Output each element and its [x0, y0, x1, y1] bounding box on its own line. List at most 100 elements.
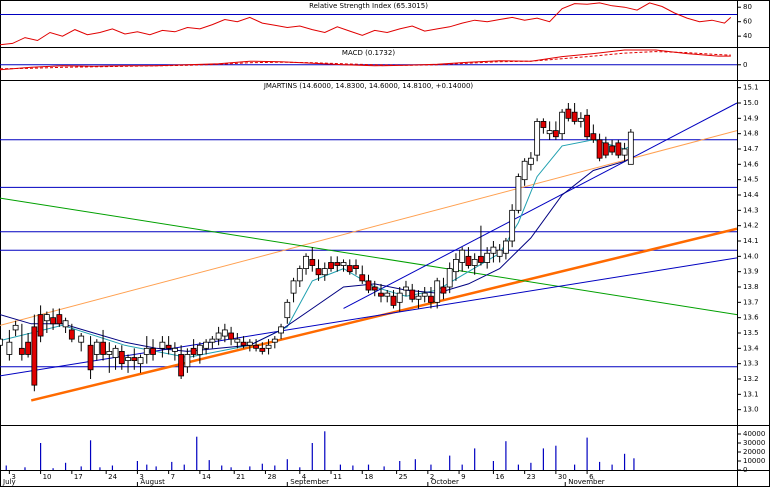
candle-down: [478, 255, 484, 263]
price-ytick-label: 14.8: [743, 130, 759, 138]
candle-down: [259, 347, 266, 352]
candle-up: [0, 338, 3, 346]
x-tick-label: 3: [139, 473, 143, 481]
candle-up: [577, 117, 584, 122]
candle-down: [309, 258, 316, 266]
candle-up: [137, 357, 144, 365]
candle-up: [209, 338, 216, 343]
candle-up: [78, 335, 85, 343]
candle-down: [440, 286, 447, 294]
candle-up: [559, 111, 566, 135]
candle-down: [50, 317, 56, 325]
candle-down: [571, 111, 578, 122]
candle-up: [403, 286, 409, 291]
x-tick-label: 14: [202, 473, 211, 481]
candle-down: [552, 130, 559, 138]
price-ytick-label: 14.0: [743, 252, 759, 260]
candle-up: [296, 268, 303, 282]
moving-average-line: [0, 157, 632, 352]
candle-down: [31, 326, 38, 386]
candle-up: [203, 341, 210, 349]
candle-up: [340, 262, 347, 266]
candle-up: [290, 280, 297, 294]
rsi-line: [0, 2, 732, 46]
x-tick-label: 4: [302, 473, 307, 481]
price-ytick-label: 13.2: [743, 375, 759, 383]
trendline: [343, 102, 737, 309]
candle-up: [246, 341, 253, 346]
candle-down: [409, 289, 416, 300]
price-ytick-label: 14.2: [743, 222, 759, 230]
candle-down: [334, 262, 341, 266]
candle-down: [150, 347, 156, 355]
x-tick-label: 18: [364, 473, 373, 481]
candle-up: [143, 347, 150, 355]
macd-title: MACD (0.1732): [342, 49, 395, 57]
price-ytick-label: 13.4: [743, 344, 759, 352]
candle-up: [484, 252, 491, 263]
candle-up: [627, 131, 634, 165]
candle-up: [546, 130, 553, 135]
candle-up: [106, 350, 113, 355]
volume-plot: [5, 431, 635, 470]
candle-down: [428, 295, 434, 303]
x-tick-label: 11: [333, 473, 342, 481]
candle-up: [196, 344, 203, 355]
x-tick-label: 9: [461, 473, 465, 481]
x-tick-label: 24: [108, 473, 117, 481]
candle-down: [87, 344, 94, 371]
x-tick-label: 25: [399, 473, 408, 481]
x-month-label: November: [568, 478, 605, 486]
candle-up: [527, 157, 534, 165]
candle-up: [93, 341, 100, 355]
price-ytick-label: 14.7: [743, 145, 759, 153]
candle-down: [165, 344, 172, 349]
candle-down: [359, 274, 366, 282]
candle-up: [43, 314, 50, 322]
candle-up: [515, 176, 522, 211]
price-title: JMARTINS (14.6000, 14.8300, 14.6000, 14.…: [263, 82, 474, 90]
candle-up: [396, 292, 403, 303]
volume-ytick-label: 40000: [743, 430, 765, 438]
rsi-ytick-label: 80: [743, 3, 752, 11]
candle-down: [371, 286, 378, 291]
x-tick-label: 3: [11, 473, 15, 481]
x-month-label: October: [431, 478, 459, 486]
candle-up: [6, 341, 13, 355]
candle-up: [509, 209, 516, 242]
x-tick-label: 6: [589, 473, 594, 481]
macd-line: [0, 49, 731, 71]
price-ytick-label: 13.0: [743, 406, 759, 414]
price-ytick-label: 14.6: [743, 160, 759, 168]
candle-down: [465, 255, 472, 266]
macd-ytick-label: 0: [743, 61, 747, 69]
moving-average-line: [0, 139, 632, 359]
price-ytick-label: 14.3: [743, 206, 759, 214]
candle-up: [221, 329, 228, 337]
x-tick-label: 30: [558, 473, 567, 481]
price-ytick-label: 13.3: [743, 360, 759, 368]
candle-up: [171, 347, 178, 352]
price-ytick-label: 13.6: [743, 314, 759, 322]
price-ytick-label: 15.0: [743, 99, 759, 107]
candle-down: [390, 295, 397, 306]
candle-down: [615, 142, 622, 156]
candle-up: [184, 354, 191, 368]
candle-down: [609, 145, 615, 153]
candle-down: [590, 133, 597, 141]
candle-up: [215, 332, 222, 340]
x-tick-label: 2: [430, 473, 434, 481]
candle-down: [37, 314, 44, 337]
price-ytick-label: 13.9: [743, 268, 759, 276]
candle-up: [453, 258, 459, 273]
candle-down: [190, 347, 197, 355]
candle-up: [12, 324, 19, 331]
candle-down: [378, 292, 384, 297]
candle-down: [584, 114, 591, 138]
rsi-title: Relative Strength Index (65.3015): [309, 2, 428, 10]
candle-up: [62, 320, 69, 328]
x-month-label: September: [290, 478, 329, 486]
candle-up: [503, 240, 509, 254]
